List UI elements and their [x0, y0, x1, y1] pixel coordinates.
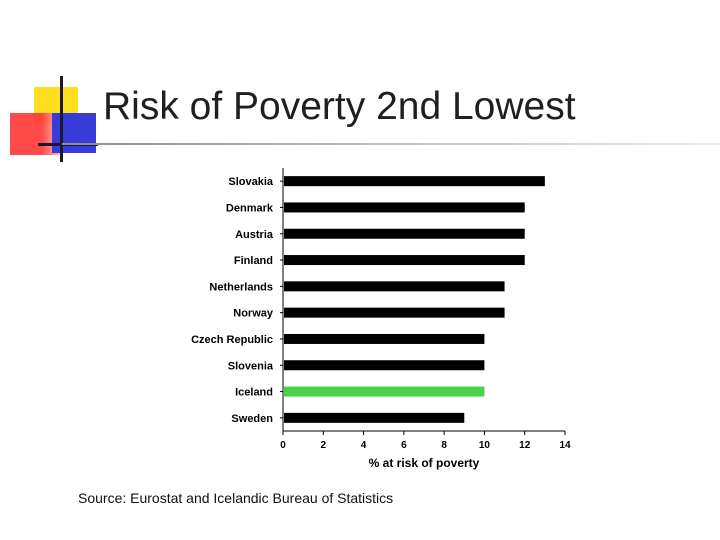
y-tick-label: Austria [235, 229, 274, 241]
bar-slovakia [284, 176, 545, 187]
decor-red-square [10, 113, 60, 155]
source-note: Source: Eurostat and Icelandic Bureau of… [78, 490, 394, 506]
bar-finland [284, 255, 525, 266]
y-tick-label: Slovakia [228, 176, 274, 188]
x-tick-label: 6 [401, 440, 407, 451]
slide-title: Risk of Poverty 2nd Lowest [103, 85, 576, 128]
title-underline [62, 143, 720, 145]
y-tick-label: Czech Republic [191, 334, 273, 346]
x-tick-label: 12 [519, 440, 531, 451]
decor-blue-square [52, 113, 96, 153]
bar-czech-republic [284, 333, 485, 344]
y-tick-label: Netherlands [209, 281, 273, 293]
decor-vertical-line [60, 76, 63, 162]
y-tick-label: Slovenia [228, 360, 274, 372]
bar-iceland [284, 386, 485, 397]
y-tick-label: Iceland [235, 387, 273, 399]
x-axis-label: % at risk of poverty [369, 456, 480, 470]
x-tick-label: 14 [559, 440, 571, 451]
x-tick-label: 8 [441, 440, 447, 451]
x-tick-label: 4 [361, 440, 367, 451]
y-tick-label: Sweden [231, 413, 273, 425]
bar-austria [284, 228, 525, 239]
y-tick-label: Finland [234, 255, 273, 267]
y-tick-label: Denmark [226, 202, 274, 214]
bar-denmark [284, 202, 525, 213]
bar-slovenia [284, 360, 485, 371]
bar-norway [284, 307, 505, 318]
x-tick-label: 2 [321, 440, 327, 451]
x-tick-label: 0 [280, 440, 286, 451]
y-tick-label: Norway [233, 308, 274, 320]
bar-sweden [284, 412, 465, 423]
bar-netherlands [284, 281, 505, 292]
x-tick-label: 10 [479, 440, 491, 451]
